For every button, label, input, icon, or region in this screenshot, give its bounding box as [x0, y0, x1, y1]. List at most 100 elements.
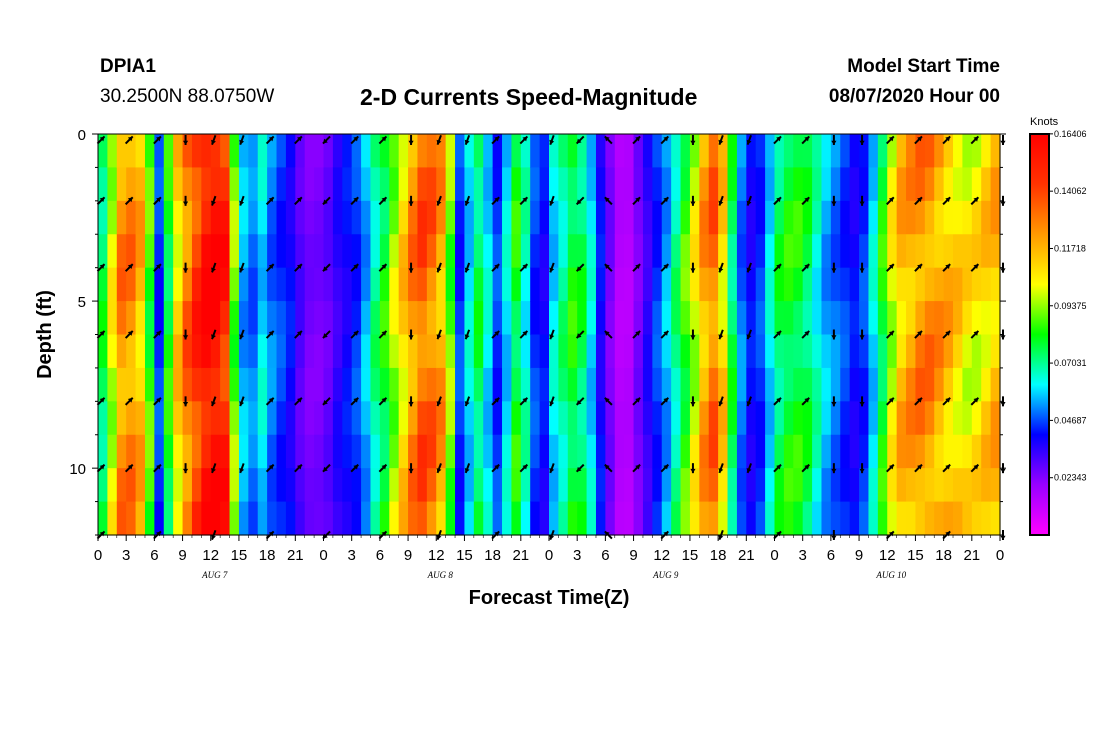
- colorbar-tick-label: 0.09375: [1054, 301, 1087, 311]
- heatmap-cell: [163, 501, 174, 536]
- heatmap-cell: [859, 401, 870, 436]
- heatmap-cell: [464, 434, 475, 469]
- heatmap-cell: [990, 167, 1001, 202]
- heatmap-cell: [530, 367, 541, 402]
- direction-arrow: [914, 196, 923, 206]
- heatmap-cell: [182, 167, 193, 202]
- heatmap-cell: [962, 334, 973, 369]
- heatmap-cell: [934, 334, 945, 369]
- direction-arrow: [294, 196, 303, 206]
- heatmap-cell: [144, 167, 155, 202]
- direction-arrow: [294, 263, 303, 272]
- heatmap-cell: [154, 468, 165, 503]
- heatmap-cell: [530, 234, 541, 269]
- heatmap-cell: [821, 234, 832, 269]
- heatmap-cell: [436, 367, 447, 402]
- heatmap-cell: [567, 200, 578, 235]
- heatmap-cell: [652, 401, 663, 436]
- heatmap-cell: [821, 367, 832, 402]
- direction-arrow: [153, 397, 162, 406]
- heatmap-cell: [868, 234, 879, 269]
- heatmap-cell: [379, 434, 390, 469]
- heatmap-cell: [877, 200, 888, 235]
- direction-arrow: [265, 135, 275, 145]
- heatmap-cell: [445, 134, 456, 169]
- heatmap-cell: [943, 301, 954, 336]
- direction-arrow: [801, 463, 810, 473]
- heatmap-cell: [849, 234, 860, 269]
- heatmap-cell: [398, 234, 409, 269]
- heatmap-cell: [736, 167, 747, 202]
- heatmap-cell: [868, 434, 879, 469]
- heatmap-cell: [408, 401, 419, 436]
- heatmap-cell: [464, 267, 475, 302]
- heatmap-cell: [736, 367, 747, 402]
- heatmap-cell: [238, 267, 249, 302]
- heatmap-cell: [558, 267, 569, 302]
- direction-arrow: [746, 463, 752, 474]
- heatmap-cell: [483, 234, 494, 269]
- heatmap-cell: [652, 200, 663, 235]
- heatmap-cell: [793, 267, 804, 302]
- direction-arrow: [378, 463, 388, 473]
- heatmap-cell: [605, 301, 616, 336]
- heatmap-cell: [887, 234, 898, 269]
- direction-arrow: [660, 397, 669, 406]
- heatmap-cell: [417, 134, 428, 169]
- heatmap-cell: [492, 267, 503, 302]
- heatmap-cell: [398, 200, 409, 235]
- direction-arrow: [746, 195, 752, 206]
- heatmap-cell: [633, 367, 644, 402]
- heatmap-cell: [455, 501, 466, 536]
- direction-arrow: [408, 396, 414, 407]
- direction-arrow: [746, 262, 752, 273]
- heatmap-cell: [304, 134, 315, 169]
- heatmap-cell: [426, 267, 437, 302]
- heatmap-cell: [351, 267, 362, 302]
- heatmap-cell: [680, 367, 691, 402]
- direction-arrow: [575, 263, 585, 272]
- heatmap-cell: [426, 468, 437, 503]
- heatmap-cell: [549, 200, 559, 235]
- direction-arrow: [718, 329, 724, 340]
- heatmap-cell: [417, 401, 428, 436]
- heatmap-cell: [295, 334, 306, 369]
- heatmap-cell: [163, 167, 174, 202]
- heatmap-cell: [332, 401, 343, 436]
- heatmap-cell: [887, 367, 898, 402]
- heatmap-cell: [830, 167, 841, 202]
- heatmap-cell: [144, 434, 155, 469]
- heatmap-cell: [614, 301, 625, 336]
- heatmap-cell: [558, 401, 569, 436]
- heatmap-cell: [304, 367, 315, 402]
- direction-arrow: [294, 397, 303, 406]
- heatmap-cell: [398, 401, 409, 436]
- heatmap-cell: [896, 468, 907, 503]
- x-tick-label: 6: [827, 547, 835, 564]
- heatmap-cell: [661, 468, 672, 503]
- heatmap-cell: [408, 267, 419, 302]
- heatmap-cell: [370, 167, 381, 202]
- heatmap-cell: [812, 434, 823, 469]
- heatmap-cell: [98, 501, 108, 536]
- direction-arrow: [436, 262, 442, 273]
- heatmap-cell: [98, 334, 108, 369]
- heatmap-cell: [567, 468, 578, 503]
- heatmap-cell: [549, 301, 559, 336]
- heatmap-cell: [924, 434, 935, 469]
- heatmap-cell: [549, 468, 559, 503]
- heatmap-cell: [107, 501, 118, 536]
- heatmap-cell: [455, 334, 466, 369]
- heatmap-cell: [783, 468, 794, 503]
- direction-arrow: [690, 195, 696, 206]
- heatmap-cell: [173, 267, 184, 302]
- heatmap-cell: [398, 468, 409, 503]
- heatmap-cell: [135, 367, 146, 402]
- direction-arrow: [211, 329, 217, 340]
- heatmap-cell: [971, 234, 982, 269]
- heatmap-cell: [511, 134, 522, 169]
- heatmap-cell: [624, 267, 635, 302]
- heatmap-cell: [671, 334, 682, 369]
- heatmap-cell: [934, 434, 945, 469]
- heatmap-cell: [680, 401, 691, 436]
